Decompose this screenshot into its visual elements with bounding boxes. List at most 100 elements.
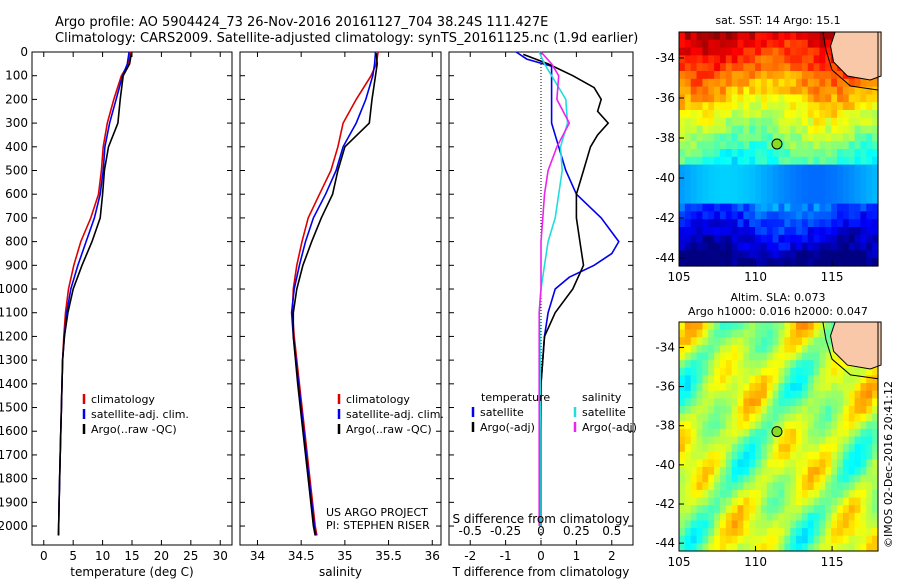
map-cell	[702, 117, 709, 127]
map-cell	[872, 203, 879, 212]
map-cell	[760, 367, 768, 377]
map-cell	[760, 421, 768, 430]
map-cell	[766, 47, 774, 56]
map-cell	[784, 352, 791, 361]
map-cell	[725, 164, 733, 173]
map-cell	[702, 329, 709, 338]
map-cell	[725, 428, 733, 438]
map-cell	[755, 32, 762, 41]
map-cell	[702, 367, 709, 377]
map-cell	[684, 47, 692, 56]
map-cell	[807, 63, 815, 72]
y-tick-label: -34	[655, 51, 675, 65]
map-cell	[801, 219, 809, 228]
map-cell	[766, 535, 774, 544]
map-cell	[831, 172, 838, 181]
map-cell	[854, 474, 862, 483]
map-cell	[813, 360, 821, 369]
map-cell	[860, 459, 867, 468]
map-cell	[760, 329, 768, 338]
map-cell	[684, 337, 692, 346]
map-cell	[784, 94, 791, 103]
map-cell	[807, 149, 815, 158]
map-cell	[766, 405, 774, 415]
map-cell	[679, 535, 686, 544]
map-cell	[819, 436, 826, 445]
map-cell	[872, 234, 879, 244]
map-cell	[743, 39, 750, 49]
map-cell	[778, 405, 785, 415]
map-cell	[784, 180, 791, 189]
map-cell	[837, 258, 844, 267]
map-cell	[749, 474, 756, 483]
map-cell	[837, 474, 844, 483]
map-cell	[837, 86, 844, 95]
map-cell	[807, 39, 815, 49]
map-cell	[866, 195, 873, 205]
map-cell	[714, 505, 721, 514]
map-cell	[872, 405, 879, 415]
map-cell	[755, 383, 762, 392]
map-cell	[766, 497, 774, 506]
map-cell	[778, 543, 785, 552]
map-cell	[749, 86, 756, 95]
map-cell	[790, 188, 797, 197]
map-cell	[766, 102, 774, 111]
map-cell	[801, 512, 809, 522]
map-cell	[696, 451, 704, 460]
map-cell	[760, 156, 768, 166]
map-cell	[848, 428, 856, 438]
map-cell	[790, 71, 797, 80]
map-cell	[690, 133, 698, 142]
map-cell	[690, 451, 698, 460]
map-cell	[854, 172, 862, 181]
map-cell	[807, 219, 815, 228]
map-cell	[778, 489, 785, 499]
map-cell	[831, 71, 838, 80]
map-cell	[854, 436, 862, 445]
map-cell	[725, 102, 733, 111]
map-cell	[784, 234, 791, 244]
map-cell	[790, 219, 797, 228]
map-cell	[690, 47, 698, 56]
map-cell	[755, 156, 762, 166]
map-cell	[696, 459, 704, 468]
map-cell	[778, 258, 785, 267]
map-cell	[778, 383, 785, 392]
map-cell	[766, 520, 774, 529]
map-cell	[737, 337, 744, 346]
map-cell	[743, 528, 750, 537]
map-cell	[778, 398, 785, 407]
map-cell	[708, 258, 715, 267]
map-cell	[679, 405, 686, 415]
map-cell	[696, 102, 704, 111]
map-cell	[801, 250, 809, 259]
map-cell	[684, 149, 692, 158]
map-cell	[831, 436, 838, 445]
map-cell	[842, 505, 850, 514]
map-cell	[696, 390, 704, 399]
map-cell	[796, 258, 803, 267]
map-cell	[790, 421, 797, 430]
map-cell	[831, 219, 838, 228]
map-cell	[679, 428, 686, 438]
map-cell	[702, 47, 709, 56]
map-cell	[766, 188, 774, 197]
map-cell	[866, 451, 873, 460]
map-cell	[760, 451, 768, 460]
map-cell	[819, 78, 826, 88]
map-cell	[778, 117, 785, 127]
map-cell	[813, 227, 821, 236]
map-cell	[825, 482, 832, 491]
map-cell	[755, 489, 762, 499]
map-cell	[684, 39, 692, 49]
map-cell	[714, 141, 721, 150]
map-cell	[819, 390, 826, 399]
map-cell	[825, 505, 832, 514]
map-cell	[825, 367, 832, 377]
map-cell	[679, 71, 686, 80]
map-cell	[872, 156, 879, 166]
map-cell	[737, 383, 744, 392]
map-cell	[813, 528, 821, 537]
